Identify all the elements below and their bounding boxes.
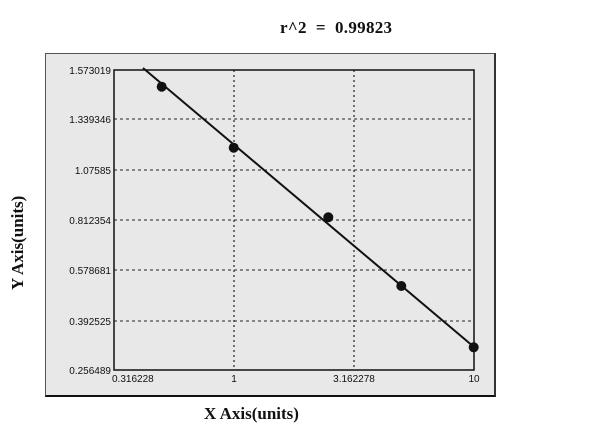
y-tick-label: 0.578681 — [69, 266, 111, 277]
y-tick-label: 1.339346 — [69, 115, 111, 126]
x-tick-label: 10 — [468, 374, 480, 385]
y-tick-label: 0.256489 — [69, 366, 111, 377]
x-tick-label: 3.162278 — [333, 374, 375, 385]
data-points — [156, 81, 479, 353]
r-squared-title: r^2 = 0.99823 — [280, 18, 393, 37]
chart-panel — [45, 53, 496, 397]
data-point-marker — [323, 212, 334, 223]
data-point-marker — [228, 142, 239, 153]
data-point-marker — [468, 342, 479, 353]
data-point-marker — [396, 281, 407, 291]
y-tick-label: 0.812354 — [69, 216, 111, 227]
x-tick-label: 1 — [231, 374, 237, 385]
plot-frame — [113, 69, 475, 371]
y-axis-label: Y Axis(units) — [8, 195, 27, 290]
y-tick-label: 1.573019 — [69, 66, 111, 77]
x-tick-labels: 0.316228 1 3.162278 10 — [112, 374, 480, 385]
x-tick-label: 0.316228 — [112, 374, 154, 385]
y-tick-label: 1.07585 — [75, 166, 112, 177]
fit-line — [142, 67, 475, 348]
gridlines — [114, 70, 474, 370]
x-axis-label: X Axis(units) — [204, 404, 299, 423]
y-tick-labels: 1.573019 1.339346 1.07585 0.812354 0.578681 0… — [69, 66, 111, 377]
data-point-marker — [156, 81, 167, 92]
y-tick-label: 0.392525 — [69, 317, 111, 328]
